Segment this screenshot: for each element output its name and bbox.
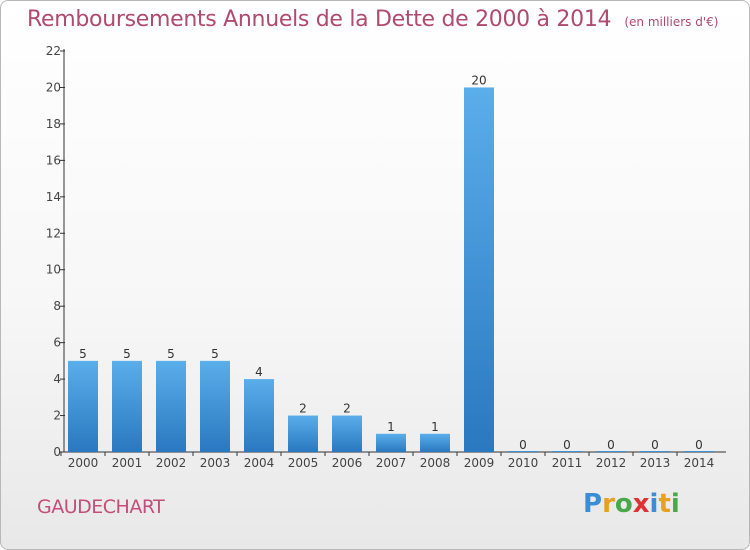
x-tick-label: 2006 bbox=[332, 456, 363, 470]
logo-letter: t bbox=[658, 489, 671, 519]
logo-letter: i bbox=[649, 489, 659, 519]
x-tick-label: 2001 bbox=[112, 456, 143, 470]
y-tick-label: 0 bbox=[53, 445, 61, 459]
x-tick-label: 2013 bbox=[640, 456, 671, 470]
bar-2012 bbox=[596, 451, 626, 452]
bar-label-2000: 5 bbox=[79, 347, 87, 361]
bar-2006 bbox=[332, 415, 362, 452]
y-tick-label: 4 bbox=[53, 372, 61, 386]
x-tick-label: 2014 bbox=[684, 456, 715, 470]
bar-2005 bbox=[288, 415, 318, 452]
bar-label-2008: 1 bbox=[431, 420, 439, 434]
bar-label-2007: 1 bbox=[387, 420, 395, 434]
y-tick-label: 2 bbox=[53, 409, 61, 423]
logo-letter: o bbox=[614, 489, 633, 519]
logo-letter: r bbox=[602, 489, 615, 519]
x-tick-label: 2002 bbox=[156, 456, 187, 470]
bar-2011 bbox=[552, 451, 582, 452]
bar-label-2013: 0 bbox=[651, 438, 659, 452]
x-tick-label: 2005 bbox=[288, 456, 319, 470]
bar-label-2003: 5 bbox=[211, 347, 219, 361]
bar-2013 bbox=[640, 451, 670, 452]
bar-2010 bbox=[508, 451, 538, 452]
y-tick-label: 12 bbox=[46, 226, 61, 240]
bar-2009 bbox=[464, 87, 494, 453]
y-tick-label: 10 bbox=[46, 263, 61, 277]
proxiti-logo[interactable]: Proxiti bbox=[583, 489, 680, 519]
y-tick-label: 16 bbox=[46, 153, 61, 167]
x-tick-label: 2003 bbox=[200, 456, 231, 470]
bar-label-2005: 2 bbox=[299, 402, 307, 416]
bar-2001 bbox=[112, 360, 142, 452]
bar-2003 bbox=[200, 360, 230, 452]
x-tick-label: 2010 bbox=[508, 456, 539, 470]
y-tick-label: 22 bbox=[46, 44, 61, 58]
title-row: Remboursements Annuels de la Dette de 20… bbox=[27, 7, 718, 32]
bar-label-2010: 0 bbox=[519, 438, 527, 452]
bar-label-2006: 2 bbox=[343, 402, 351, 416]
x-tick-label: 2012 bbox=[596, 456, 627, 470]
bar-label-2004: 4 bbox=[255, 365, 263, 379]
chart-subtitle: (en milliers d'€) bbox=[624, 15, 719, 29]
bar-label-2014: 0 bbox=[695, 438, 703, 452]
y-tick-label: 6 bbox=[53, 336, 61, 350]
bar-2002 bbox=[156, 360, 186, 452]
bar-2007 bbox=[376, 433, 406, 452]
bar-label-2012: 0 bbox=[607, 438, 615, 452]
x-tick-label: 2009 bbox=[464, 456, 495, 470]
x-tick-label: 2008 bbox=[420, 456, 451, 470]
bar-2004 bbox=[244, 379, 274, 452]
x-tick-label: 2000 bbox=[68, 456, 99, 470]
y-tick-label: 14 bbox=[46, 190, 61, 204]
bar-2008 bbox=[420, 433, 450, 452]
y-tick-label: 20 bbox=[46, 80, 61, 94]
bar-2000 bbox=[68, 360, 98, 452]
bar-label-2011: 0 bbox=[563, 438, 571, 452]
y-axis: 0 2 4 6 8 10 12 14 16 18 20 22 bbox=[46, 44, 65, 459]
bars bbox=[68, 87, 714, 453]
bar-label-2001: 5 bbox=[123, 347, 131, 361]
logo-letter: i bbox=[670, 489, 680, 519]
x-axis: 2000 2001 2002 2003 2004 2005 2006 2007 2008 2009… bbox=[60, 451, 726, 470]
x-tick-label: 2007 bbox=[376, 456, 407, 470]
y-tick-label: 18 bbox=[46, 117, 61, 131]
chart-title: Remboursements Annuels de la Dette de 20… bbox=[27, 7, 612, 32]
logo-letter: P bbox=[583, 489, 603, 519]
logo-letter: x bbox=[632, 489, 650, 519]
bar-label-2009: 20 bbox=[471, 73, 486, 87]
x-tick-label: 2011 bbox=[552, 456, 583, 470]
bar-label-2002: 5 bbox=[167, 347, 175, 361]
commune-name: GAUDECHART bbox=[37, 496, 165, 518]
x-tick-label: 2004 bbox=[244, 456, 275, 470]
y-tick-label: 8 bbox=[53, 299, 61, 313]
bar-2014 bbox=[684, 451, 714, 452]
